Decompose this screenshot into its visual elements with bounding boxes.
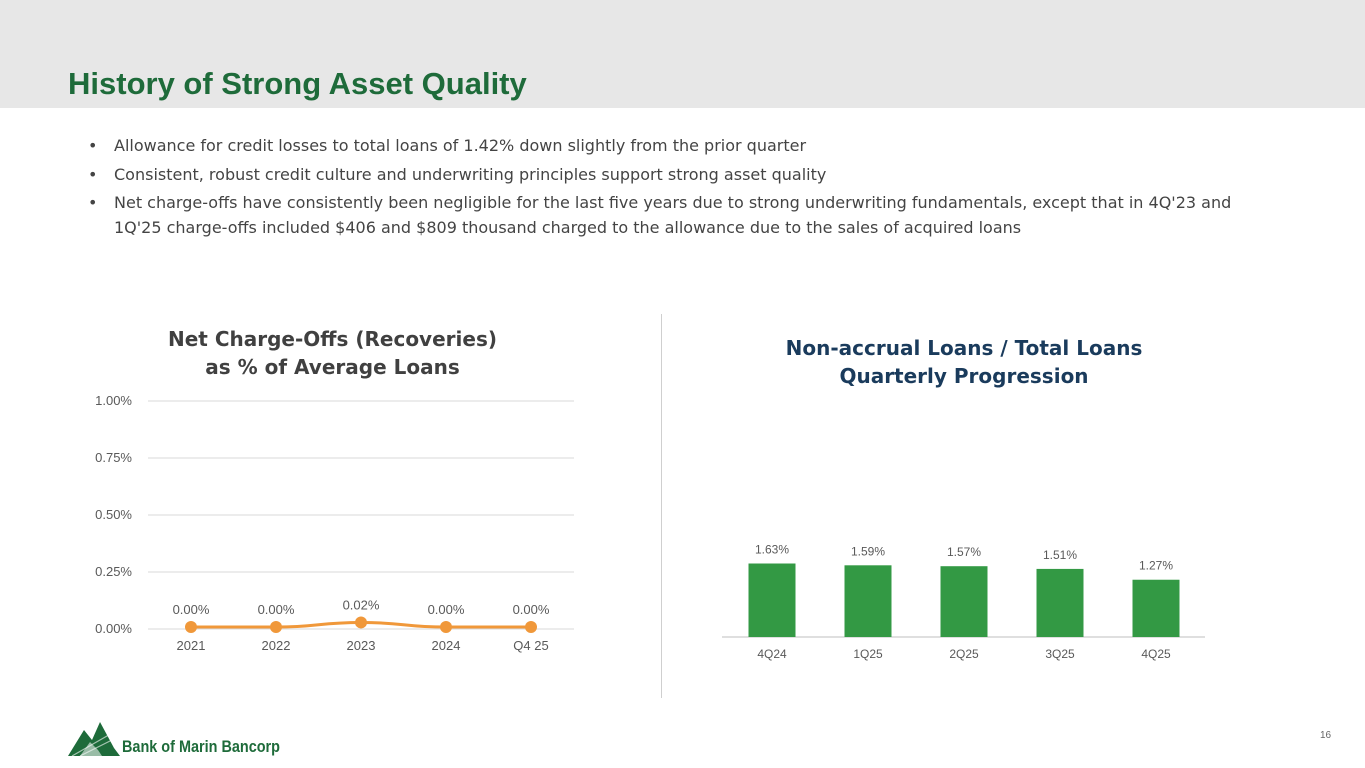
data-label: 0.00%: [173, 602, 210, 617]
y-tick-label: 0.00%: [95, 621, 132, 636]
header-band: [0, 0, 1365, 108]
bar-chart-title-line: Non-accrual Loans / Total Loans: [785, 336, 1143, 360]
page-title: History of Strong Asset Quality: [68, 66, 527, 101]
x-tick-label: 2023: [347, 638, 376, 653]
panel-divider: [661, 314, 662, 698]
bar-chart-title: Non-accrual Loans / Total Loans Quarterl…: [760, 334, 1168, 390]
x-tick-label: Q4 25: [513, 638, 548, 653]
bullet-text: Net charge-offs have consistently been n…: [114, 193, 1232, 237]
x-tick-label: 2024: [432, 638, 461, 653]
mountain-logo-icon: [68, 722, 120, 757]
y-tick-label: 0.75%: [95, 450, 132, 465]
bullet-marker: •: [88, 136, 98, 155]
data-point: [185, 621, 197, 633]
x-tick-label: 2022: [262, 638, 291, 653]
y-tick-label: 0.50%: [95, 507, 132, 522]
logo-text: Bank of Marin Bancorp: [122, 737, 280, 756]
x-tick-label: 2021: [177, 638, 206, 653]
data-label: 0.02%: [343, 597, 380, 612]
line-chart-title-line: Net Charge-Offs (Recoveries): [168, 327, 497, 351]
bullet-text: Allowance for credit losses to total loa…: [114, 136, 807, 155]
page-number: 16: [1320, 730, 1332, 741]
line-chart-title-line: as % of Average Loans: [205, 355, 460, 379]
y-tick-label: 0.25%: [95, 564, 132, 579]
y-tick-label: 1.00%: [95, 393, 132, 408]
data-label: 0.00%: [258, 602, 295, 617]
bullet-item: • Consistent, robust credit culture and u…: [88, 163, 1268, 188]
bank-logo: Bank of Marin Bancorp: [68, 722, 280, 757]
data-point: [270, 621, 282, 633]
data-point: [355, 616, 367, 629]
data-label: 0.00%: [428, 602, 465, 617]
bullet-item: • Net charge-offs have consistently been …: [88, 191, 1268, 240]
bullet-list: • Allowance for credit losses to total lo…: [88, 134, 1268, 244]
bullet-text: Consistent, robust credit culture and un…: [114, 164, 827, 184]
line-chart-title: Net Charge-Offs (Recoveries) as % of Ave…: [160, 325, 505, 381]
bar-chart-title-line: Quarterly Progression: [839, 364, 1089, 388]
bullet-item: • Allowance for credit losses to total lo…: [88, 134, 1268, 159]
bullet-marker: •: [88, 193, 98, 212]
data-point: [525, 621, 537, 633]
data-point: [440, 621, 452, 633]
data-label: 0.00%: [513, 602, 550, 617]
bullet-marker: •: [88, 164, 98, 184]
